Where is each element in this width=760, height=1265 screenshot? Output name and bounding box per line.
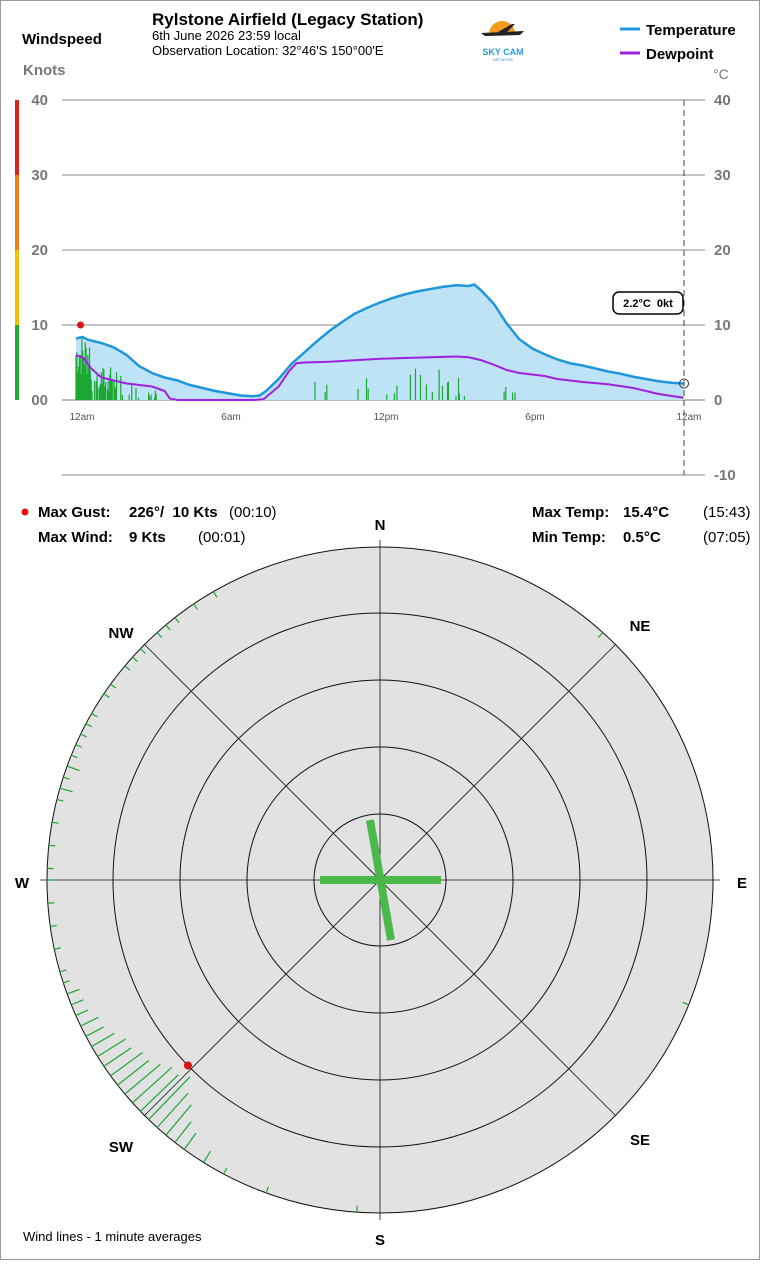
weather-chart-page: Windspeed Knots Rylstone Airfield (Legac…	[0, 0, 760, 1260]
page-border	[0, 0, 760, 1260]
